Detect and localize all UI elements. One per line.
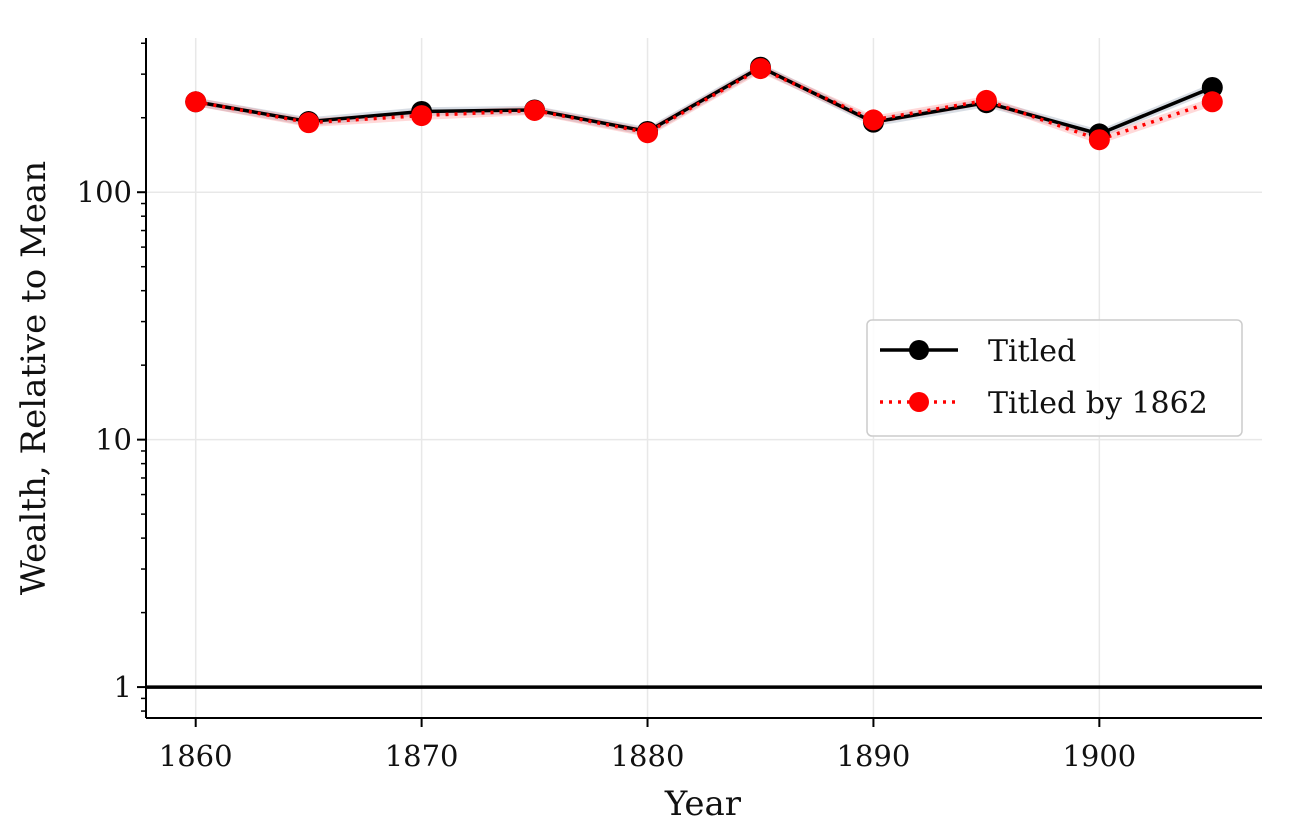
legend-marker-titled-by-1862 [909, 392, 929, 412]
series-1-point-1865 [298, 112, 320, 134]
legend: Titled Titled by 1862 [866, 319, 1243, 437]
x-axis-label: Year [664, 784, 742, 824]
axes [137, 38, 1262, 727]
x-tick-label-1860: 1860 [159, 739, 233, 773]
legend-entry-titled: Titled [880, 334, 1076, 369]
series-1-point-1885 [749, 58, 771, 80]
x-tick-label-1900: 1900 [1062, 739, 1136, 773]
series-1-point-1860 [185, 91, 207, 113]
y-tick-label-1: 1 [114, 670, 132, 704]
series-1-point-1870 [411, 105, 433, 127]
confidence-bands [195, 63, 1213, 145]
legend-marker-titled [909, 340, 929, 360]
tick-labels: 1860 1870 1880 1890 1900 1 10 100 [77, 175, 1137, 773]
series-1-point-1890 [862, 109, 884, 131]
y-axis-label: Wealth, Relative to Mean [14, 161, 54, 595]
y-tick-label-10: 10 [95, 423, 132, 457]
y-tick-label-100: 100 [77, 175, 132, 209]
series-line-1 [195, 66, 1213, 142]
x-tick-label-1890: 1890 [837, 739, 911, 773]
legend-box [866, 319, 1243, 437]
series-layer [185, 56, 1223, 151]
series-1-point-1900 [1088, 129, 1110, 151]
series-1-point-1880 [637, 122, 659, 144]
series-1-point-1895 [975, 89, 997, 111]
x-tick-label-1870: 1870 [385, 739, 459, 773]
series-1-point-1905 [1201, 91, 1223, 113]
band-1 [195, 64, 1213, 145]
legend-entry-titled-by-1862: Titled by 1862 [880, 386, 1208, 421]
x-tick-label-1880: 1880 [611, 739, 685, 773]
legend-label-titled-by-1862: Titled by 1862 [988, 386, 1208, 421]
legend-label-titled: Titled [988, 334, 1076, 369]
series-1-point-1875 [524, 99, 546, 121]
